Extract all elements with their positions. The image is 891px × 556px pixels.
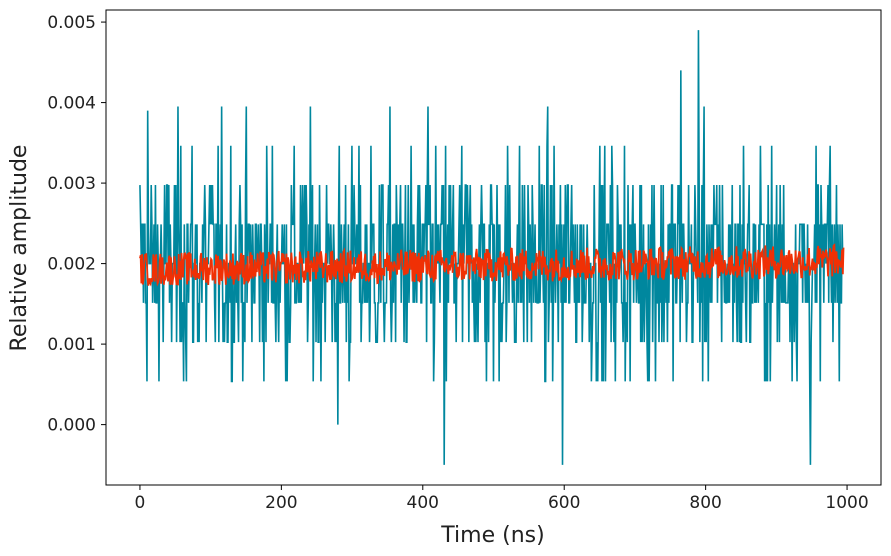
y-axis: 0.000 0.001 0.002 0.003 0.004 0.005 — [47, 13, 106, 436]
series-smoothed-signal — [139, 243, 845, 287]
y-axis-label: Relative amplitude — [7, 145, 32, 352]
x-axis-label: Time (ns) — [440, 523, 544, 548]
smoothed-signal-line — [139, 243, 845, 287]
x-tick-label: 400 — [407, 493, 439, 513]
y-tick-label: 0.004 — [47, 94, 96, 114]
plot-frame — [105, 9, 882, 486]
y-tick-label: 0.000 — [47, 416, 96, 436]
x-tick-label: 200 — [265, 493, 297, 513]
x-tick-label: 800 — [689, 493, 721, 513]
y-tick-label: 0.005 — [47, 13, 96, 33]
y-tick-label: 0.001 — [47, 335, 96, 355]
y-tick-label: 0.003 — [47, 174, 96, 194]
y-tick-label: 0.002 — [47, 255, 96, 275]
x-tick-label: 600 — [548, 493, 580, 513]
x-tick-label: 0 — [135, 493, 146, 513]
x-tick-label: 1000 — [825, 493, 868, 513]
x-axis: 0 200 400 600 800 1000 — [135, 485, 869, 513]
